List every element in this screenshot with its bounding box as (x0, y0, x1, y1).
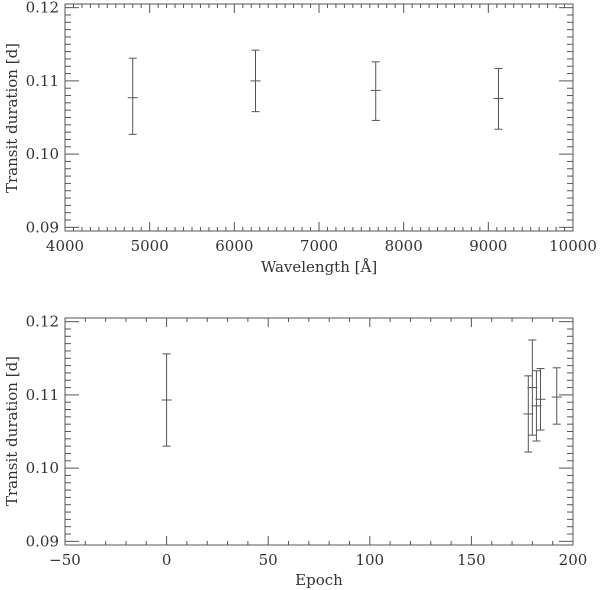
data-point (527, 339, 538, 436)
y-axis-label: Transit duration [d] (3, 43, 21, 193)
x-tick-label: 7000 (300, 237, 338, 255)
data-point (535, 368, 546, 431)
y-tick-label: 0.11 (26, 72, 59, 90)
x-tick-label: 150 (457, 551, 486, 569)
x-tick-label: 8000 (385, 237, 423, 255)
x-tick-label: 6000 (215, 237, 253, 255)
wavelength-panel: Wavelength [Å] Transit duration [d] 4000… (3, 0, 597, 276)
x-tick-label: 50 (259, 551, 278, 569)
y-tick-label: 0.09 (26, 532, 59, 550)
x-tick-label: 4000 (46, 237, 84, 255)
plot-frame (64, 317, 574, 546)
y-tick-label: 0.10 (26, 145, 59, 163)
epoch-panel: Epoch Transit duration [d] −50 0 50 100 150 2… (3, 313, 587, 589)
data-point (370, 61, 381, 121)
plot-frame (64, 3, 574, 232)
x-tick-label: 200 (559, 551, 588, 569)
x-tick-label: −50 (49, 551, 81, 569)
y-tick-label: 0.11 (26, 386, 59, 404)
y-axis-label: Transit duration [d] (3, 356, 21, 506)
x-tick-label: 0 (162, 551, 172, 569)
data-point (531, 370, 542, 442)
data-point (127, 57, 138, 135)
y-tick-label: 0.12 (26, 313, 59, 331)
x-axis-label: Epoch (295, 571, 343, 589)
y-tick-label: 0.10 (26, 459, 59, 477)
x-axis-label: Wavelength [Å] (261, 258, 377, 276)
data-point (523, 375, 534, 453)
data-point (493, 67, 504, 130)
data-point (250, 49, 261, 113)
x-tick-label: 100 (355, 551, 384, 569)
data-point (161, 353, 172, 447)
x-tick-label: 10000 (549, 237, 597, 255)
data-point (551, 367, 562, 425)
x-tick-label: 5000 (131, 237, 169, 255)
y-tick-label: 0.12 (26, 0, 59, 17)
x-tick-label: 9000 (469, 237, 507, 255)
y-tick-label: 0.09 (26, 218, 59, 236)
